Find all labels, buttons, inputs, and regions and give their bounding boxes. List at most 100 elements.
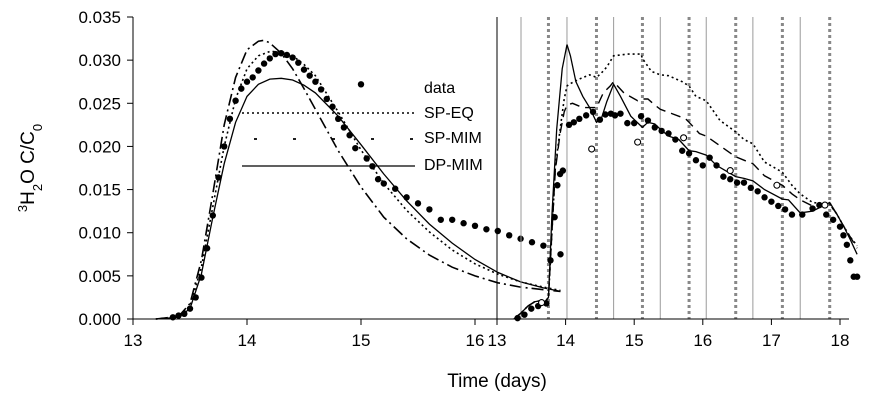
data-point <box>221 143 228 150</box>
data-point <box>816 201 823 209</box>
data-point <box>672 136 679 143</box>
data-point <box>692 157 700 164</box>
data-point <box>346 132 353 139</box>
data-point <box>238 85 245 92</box>
data-point <box>215 174 222 181</box>
data-point <box>186 305 194 312</box>
data-point <box>853 273 861 280</box>
data-point <box>761 194 768 201</box>
open-data-point <box>821 201 829 209</box>
data-point <box>551 213 558 221</box>
series-line-dotted <box>513 53 858 320</box>
data-point <box>403 194 410 201</box>
data-point <box>471 222 479 230</box>
data-point <box>840 232 847 239</box>
y-tick-label: 0.000 <box>78 310 121 329</box>
data-point <box>192 294 199 301</box>
open-data-point <box>588 145 596 153</box>
data-point <box>175 312 182 319</box>
data-point <box>312 78 319 85</box>
data-point <box>847 257 854 264</box>
data-point <box>747 184 755 192</box>
data-point <box>602 111 609 118</box>
data-point <box>323 95 330 103</box>
y-axis-title-sup-3: 3 <box>15 205 30 212</box>
x-tick-label: 16 <box>693 331 712 350</box>
data-point <box>733 179 741 186</box>
data-point <box>713 162 720 169</box>
data-point <box>335 115 342 123</box>
open-data-point <box>773 181 781 189</box>
data-point <box>706 154 713 161</box>
data-point <box>278 50 285 57</box>
x-tick-label: 14 <box>556 331 575 350</box>
data-point <box>329 103 336 110</box>
data-point <box>547 257 554 264</box>
y-tick-label: 0.030 <box>78 51 121 70</box>
y-tick-label: 0.035 <box>78 8 121 27</box>
x-tick-label: 13 <box>124 331 143 350</box>
legend-label-sp-eq: SP-EQ <box>424 105 474 122</box>
x-tick-label: 15 <box>352 331 371 350</box>
data-point <box>823 211 830 218</box>
data-point <box>699 162 706 169</box>
x-tick-label: 14 <box>238 331 257 350</box>
x-tick-label: 16 <box>466 331 485 350</box>
data-point <box>357 81 365 88</box>
data-point <box>836 223 844 230</box>
data-point <box>295 59 302 66</box>
data-point <box>203 245 211 252</box>
data-point <box>306 72 313 79</box>
legend-label-data: data <box>424 80 455 97</box>
data-point <box>768 198 775 205</box>
data-point <box>637 113 645 120</box>
data-point <box>340 124 348 131</box>
series-line-solid <box>513 44 858 320</box>
y-axis-title-sub-2: 2 <box>30 184 45 191</box>
data-point <box>249 74 256 81</box>
y-tick-label: 0.005 <box>78 267 121 286</box>
data-point <box>226 115 234 123</box>
data-point <box>843 241 851 248</box>
legend-label-sp-mim: SP-MIM <box>424 130 482 147</box>
data-point <box>582 112 590 119</box>
data-point <box>283 51 291 59</box>
data-point <box>740 179 748 186</box>
y-axis-title-h: H <box>18 191 39 205</box>
data-point <box>554 182 561 189</box>
x-tick-label: 13 <box>488 331 507 350</box>
data-point <box>374 176 382 183</box>
data-point <box>589 108 597 116</box>
data-point <box>209 212 216 219</box>
series-line-sp-mim <box>155 39 561 320</box>
data-point <box>576 115 583 123</box>
legend: data SP-EQ SP-MIM DP-MIM <box>242 80 483 174</box>
data-point <box>363 155 370 162</box>
left-panel: 0.000 0.005 0.010 0.015 0.020 0.025 0.030 0.035… <box>78 8 564 350</box>
y-axis-title-o-c: O C/C <box>18 131 39 184</box>
open-data-point <box>680 134 688 142</box>
data-point <box>460 220 467 227</box>
data-point <box>727 176 734 183</box>
data-point <box>198 274 205 281</box>
data-point <box>651 124 658 131</box>
data-point <box>494 227 501 235</box>
y-axis-title: 3H2O C/C0 <box>15 124 45 212</box>
data-point <box>243 78 251 85</box>
data-point <box>255 67 262 74</box>
data-point <box>665 130 672 137</box>
x-tick-label: 18 <box>831 331 850 350</box>
data-point <box>528 239 536 246</box>
data-point <box>644 117 652 124</box>
x-tick-label: 17 <box>762 331 781 350</box>
data-point <box>528 305 535 312</box>
y-tick-label: 0.020 <box>78 137 121 156</box>
data-point <box>565 121 573 129</box>
data-point <box>169 314 177 321</box>
data-point <box>483 226 490 233</box>
data-point <box>300 66 308 73</box>
data-point <box>272 50 279 58</box>
open-data-point <box>538 299 546 307</box>
data-point <box>521 311 528 318</box>
data-point <box>540 242 547 249</box>
